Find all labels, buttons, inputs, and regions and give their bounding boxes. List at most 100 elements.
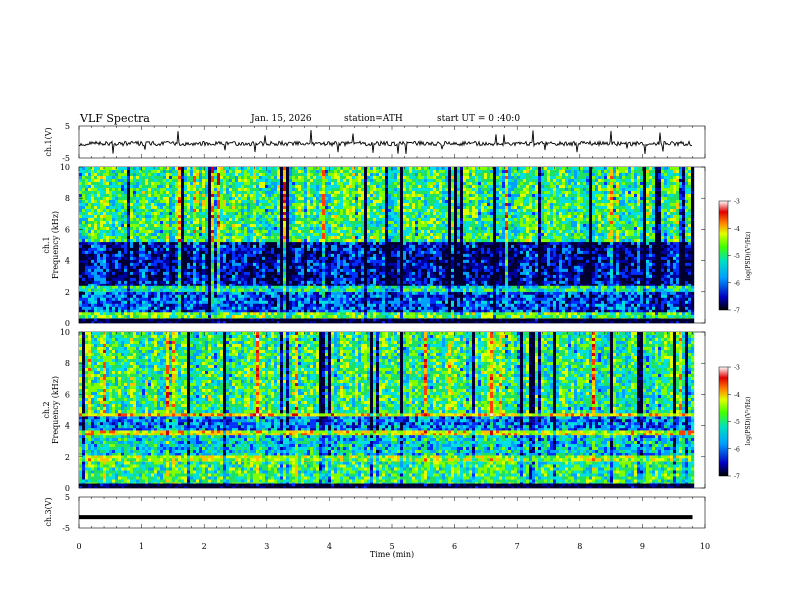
spectrogram-cell [415,312,419,316]
spectrogram-cell [136,318,140,322]
spectrogram-cell [502,321,506,324]
spectrogram-cell [622,318,626,322]
spectrogram-cell [310,306,314,310]
spectrogram-cell [184,318,188,322]
spectrogram-cell [394,318,398,322]
spectrogram-cell [160,321,164,324]
spectrogram-cell [109,256,113,261]
spectrogram-cell [388,244,392,249]
spectrogram-cell [370,303,374,307]
spectrogram-cell [337,244,341,249]
spectrogram-cell [85,241,89,246]
spectrogram-cell [580,321,584,324]
spectrogram-cell [547,256,551,261]
spectrogram-cell [637,241,641,246]
spectrogram-cell [253,259,257,264]
spectrogram-cell [538,294,542,298]
spectrogram-cell [145,312,149,316]
spectrogram-cell [328,306,332,310]
spectrogram-cell [478,312,482,316]
spectrogram-cell [361,285,365,289]
spectrogram-cell [328,312,332,316]
spectrogram-cell [175,247,179,252]
spectrogram-cell [253,291,257,295]
spectrogram-cell [445,297,449,301]
spectrogram-cell [304,291,308,295]
spectrogram-cell [598,241,602,246]
spectrogram-cell [334,247,338,252]
spectrogram-cell [670,259,674,264]
spectrogram-cell [166,244,170,249]
spectrogram-cell [598,321,602,324]
spectrogram-cell [202,315,206,319]
spectrogram-cell [337,318,341,322]
spectrogram-cell [358,250,362,255]
spectrogram-cell [448,262,452,267]
spectrogram-cell [487,321,491,324]
spectrogram-cell [538,312,542,316]
spectrogram-cell [604,318,608,322]
spectrogram-cell [433,309,437,313]
spectrogram-cell [376,253,380,258]
spectrogram-cell [241,265,245,270]
spectrogram-cell [82,253,86,258]
spectrogram-cell [316,291,320,295]
spectrogram-cell [418,244,422,249]
spectrogram-cell [274,303,278,307]
spectrogram-cell [664,250,668,255]
spectrogram-cell [388,262,392,267]
spectrogram-cell [157,256,161,261]
spectrogram-cell [166,253,170,258]
spectrogram-cell [124,291,128,295]
spectrogram-cell [331,253,335,258]
spectrogram-cell [379,259,383,264]
spectrogram-cell [445,265,449,270]
spectrogram-cell [466,306,470,310]
spectrogram-cell [427,291,431,295]
spectrogram-cell [355,312,359,316]
spectrogram-cell [217,256,221,261]
spectrogram-cell [559,312,563,316]
spectrogram-cell [211,291,215,295]
spectrogram-cell [346,285,350,289]
spectrogram-cell [337,256,341,261]
spectrogram-cell [532,265,536,270]
spectrogram-cell [151,294,155,298]
spectrogram-cell [133,315,137,319]
spectrogram-cell [652,250,656,255]
spectrogram-cell [484,318,488,322]
spectrogram-cell [454,315,458,319]
spectrogram-cell [148,259,152,264]
spectrogram-cell [184,265,188,270]
spectrogram-cell [382,300,386,304]
spectrogram-cell [211,294,215,298]
spectrogram-cell [616,256,620,261]
spectrogram-cell [205,309,209,313]
spectrogram-cell [469,250,473,255]
spectrogram-cell [172,318,176,322]
spectrogram-cell [181,303,185,307]
spectrogram-cell [223,318,227,322]
spectrogram-cell [349,253,353,258]
spectrogram-cell [604,265,608,270]
spectrogram-cell [220,321,224,324]
spectrogram-cell [94,309,98,313]
spectrogram-cell [637,259,641,264]
spectrogram-cell [406,321,410,324]
header-station: station=ATH [344,114,403,124]
spectrogram-cell [508,294,512,298]
spectrogram-cell [679,297,683,301]
spectrogram-cell [625,306,629,310]
spectrogram-cell [364,247,368,252]
spectrogram-cell [520,256,524,261]
spectrogram-cell [241,306,245,310]
spectrogram-cell [133,285,137,289]
spectrogram-cell [160,315,164,319]
spectrogram-cell [85,300,89,304]
spectrogram-cell [559,306,563,310]
spectrogram-cell [301,253,305,258]
spectrogram-cell [541,294,545,298]
spectrogram-cell [595,309,599,313]
spectrogram-cell [376,256,380,261]
spectrogram-cell [79,262,83,267]
